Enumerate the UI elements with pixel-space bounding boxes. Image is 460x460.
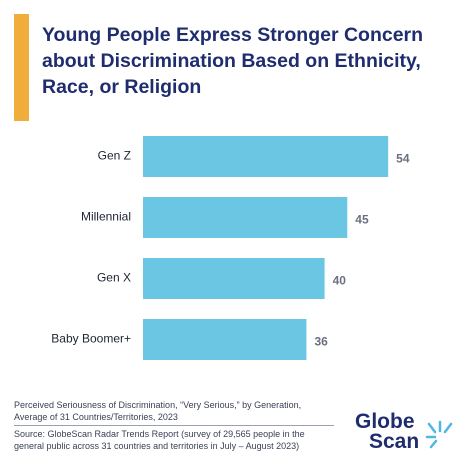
value-label: 45 (355, 213, 369, 227)
category-label: Baby Boomer+ (51, 332, 131, 346)
logo: Globe Scan (355, 410, 420, 453)
chart-note: Perceived Seriousness of Discrimination,… (14, 400, 302, 422)
value-label: 36 (314, 335, 328, 349)
accent-bar (14, 14, 29, 121)
value-label: 54 (396, 152, 410, 166)
bar (143, 136, 389, 177)
category-label: Gen Z (98, 149, 131, 163)
logo-icon (425, 420, 453, 449)
chart-title: Young People Express Stronger Concern ab… (42, 24, 424, 98)
bar (143, 258, 325, 299)
divider (14, 425, 334, 426)
bar (143, 319, 307, 360)
category-label: Gen X (97, 271, 131, 285)
logo-text: Globe (355, 410, 415, 433)
source-note: Source: GlobeScan Radar Trends Report (s… (14, 429, 305, 451)
value-label: 40 (333, 274, 347, 288)
bar (143, 197, 348, 238)
category-label: Millennial (81, 210, 131, 224)
logo-text: Scan (369, 430, 420, 453)
